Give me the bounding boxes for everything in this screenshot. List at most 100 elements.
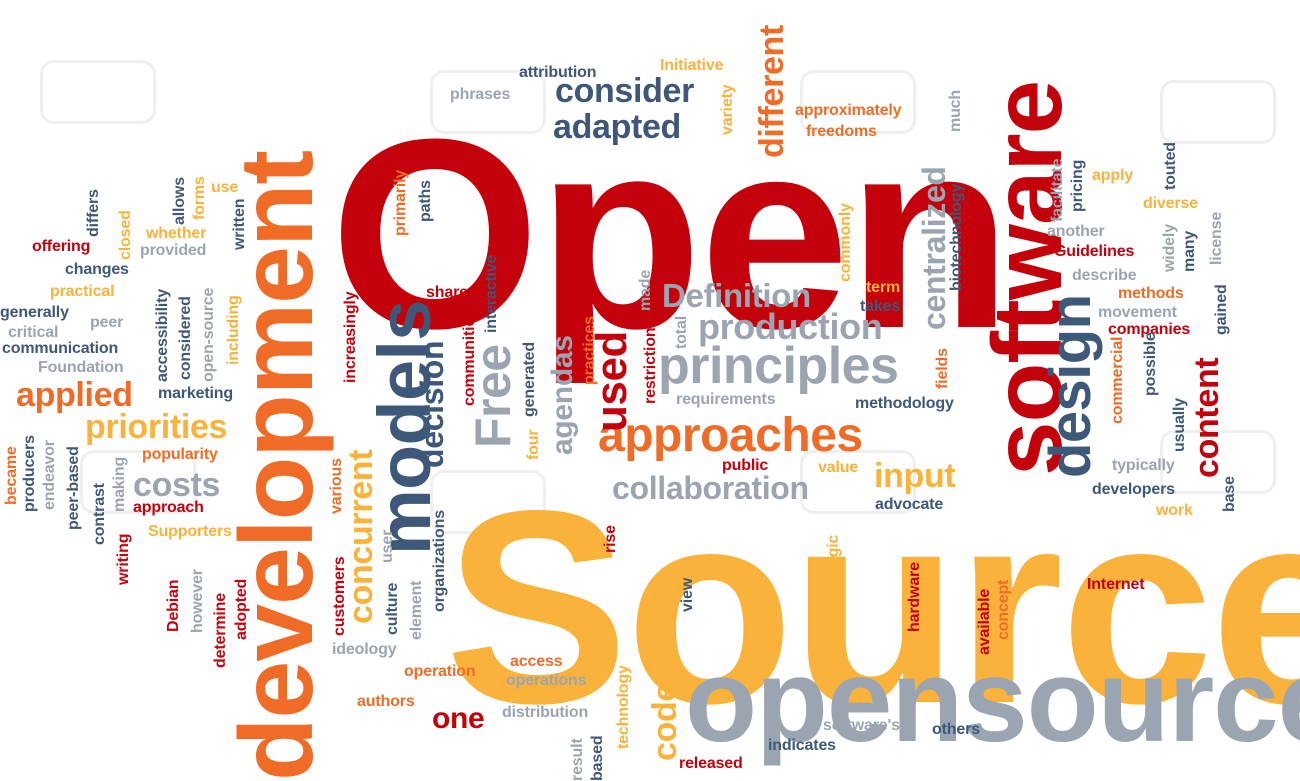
cloud-word: hardware [906, 562, 923, 632]
cloud-word: popularity [142, 446, 218, 463]
cloud-word: base [1221, 476, 1238, 512]
cloud-word: including [225, 295, 242, 365]
cloud-word: costs [133, 466, 221, 504]
cloud-word: communities [461, 309, 478, 406]
cloud-word: culture [384, 582, 401, 635]
cloud-word: share [426, 284, 468, 301]
cloud-word: work [1156, 502, 1193, 519]
cloud-word: allows [171, 177, 188, 225]
cloud-word: adopted [233, 578, 250, 640]
cloud-word: gained [1213, 284, 1230, 335]
cloud-word: producers [21, 435, 38, 512]
cloud-word: license [1208, 211, 1225, 265]
cloud-word: provided [140, 242, 207, 259]
cloud-word: operations [506, 672, 587, 689]
cloud-word: value [818, 459, 859, 476]
cloud-word: peer-based [65, 446, 82, 530]
cloud-word: collaboration [612, 470, 809, 506]
cloud-word: input [874, 457, 956, 495]
cloud-word: result [569, 738, 586, 781]
watermark-icon [430, 470, 546, 534]
cloud-word: many [1181, 230, 1198, 272]
cloud-word: Debian [165, 579, 182, 632]
cloud-word: based [589, 735, 606, 781]
watermark-icon [800, 70, 916, 134]
cloud-word: code [646, 683, 684, 761]
cloud-word: applied [16, 376, 133, 414]
cloud-word: others [932, 721, 980, 738]
cloud-word: requirements [676, 391, 776, 408]
cloud-word: access [510, 653, 563, 670]
cloud-word: describe [1072, 267, 1137, 284]
cloud-word: methods [1118, 285, 1184, 302]
cloud-word: attribution [519, 64, 597, 81]
cloud-word: closed [117, 210, 134, 260]
cloud-word: variety [719, 84, 736, 135]
cloud-word: communication [2, 340, 119, 357]
cloud-word: differs [85, 189, 102, 237]
cloud-word: agendas [546, 335, 579, 455]
watermark-icon [80, 450, 196, 514]
cloud-word: another [1047, 223, 1105, 240]
cloud-word: use [211, 179, 239, 196]
cloud-word: restrictions [642, 318, 659, 404]
cloud-word: interactive [483, 254, 500, 333]
cloud-word: writing [115, 533, 132, 585]
cloud-word: apply [1092, 167, 1133, 184]
cloud-word: diverse [1143, 195, 1198, 212]
cloud-word: methodology [855, 395, 954, 412]
cloud-word: total [673, 316, 690, 349]
cloud-word: forms [191, 176, 208, 220]
cloud-word: making [111, 456, 128, 512]
cloud-word: distribution [502, 704, 589, 721]
cloud-word: paths [417, 180, 434, 222]
cloud-word: companies [1108, 321, 1191, 338]
cloud-word: various [328, 458, 345, 514]
watermark-icon [40, 60, 156, 124]
cloud-word: generated [521, 341, 538, 417]
cloud-word: however [189, 569, 206, 633]
cloud-word: Foundation [38, 359, 124, 376]
cloud-word: adapted [553, 108, 681, 146]
cloud-word: touted [1162, 142, 1179, 190]
watermark-icon [1160, 80, 1276, 144]
cloud-word: approaches [598, 409, 863, 462]
cloud-word: priorities [85, 408, 228, 446]
cloud-word: Guidelines [1054, 243, 1135, 260]
cloud-word: written [231, 198, 248, 250]
cloud-word: rise [602, 525, 619, 553]
cloud-word: developers [1092, 481, 1175, 498]
cloud-word: principles [658, 337, 899, 395]
cloud-word: view [679, 577, 696, 612]
cloud-word: accessibility [154, 288, 171, 382]
cloud-word: commonly [837, 203, 854, 282]
cloud-word: authors [357, 693, 415, 710]
cloud-word: four [525, 429, 542, 460]
cloud-word: opensource [685, 635, 1300, 767]
cloud-word: term [866, 279, 901, 296]
cloud-word: practices [581, 316, 598, 385]
cloud-word: phrases [450, 86, 511, 103]
watermark-icon [430, 70, 546, 134]
cloud-word: pricing [1069, 159, 1086, 212]
cloud-word: Internet [1087, 576, 1145, 593]
cloud-word: design [1038, 294, 1103, 478]
cloud-word: fields [934, 348, 951, 389]
cloud-word: generally [0, 304, 69, 321]
cloud-word: Initiative [660, 57, 724, 74]
cloud-word: software's [823, 717, 900, 734]
cloud-word: Definition [662, 277, 811, 314]
cloud-word: decision [414, 340, 450, 468]
cloud-word: endeavor [41, 440, 58, 510]
cloud-word: one [432, 702, 485, 735]
cloud-word: changes [65, 261, 129, 278]
cloud-word: increasingly [342, 291, 359, 383]
cloud-word: technology [615, 665, 632, 749]
cloud-word: considered [177, 296, 194, 380]
cloud-word: advocate [875, 496, 944, 513]
cloud-word: biotechnology [948, 183, 965, 291]
cloud-word: approximately [795, 102, 902, 119]
cloud-word: indicates [768, 737, 836, 754]
cloud-word: much [947, 89, 964, 132]
